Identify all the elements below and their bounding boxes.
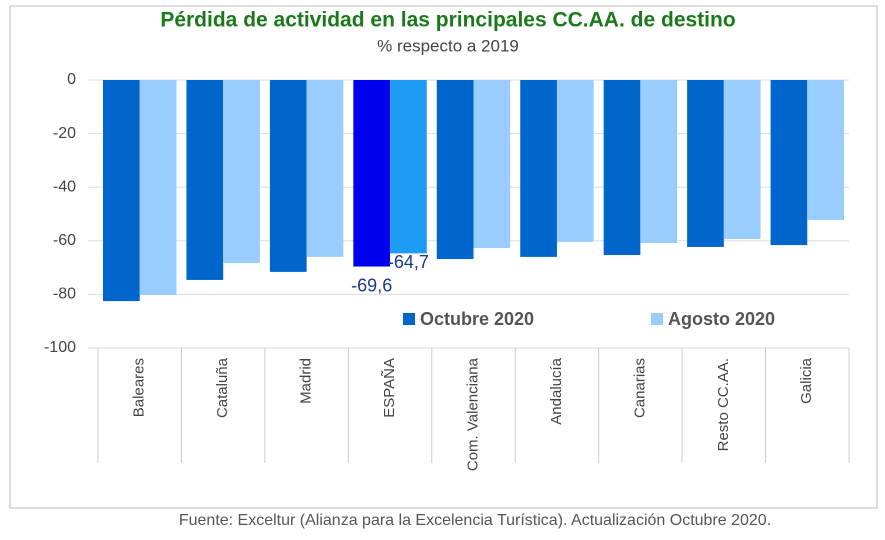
bar — [103, 80, 140, 302]
frame — [9, 5, 878, 509]
value-label: -69,6 — [351, 275, 392, 295]
bar — [807, 80, 844, 220]
chart-subtitle: % respecto a 2019 — [377, 36, 519, 55]
legend-swatch — [651, 313, 663, 325]
bar — [687, 80, 724, 247]
bar — [770, 80, 808, 246]
x-tick-label: Resto CC.AA. — [715, 358, 732, 451]
bar — [269, 80, 307, 272]
bar — [723, 80, 761, 239]
bar — [473, 80, 511, 249]
x-tick-label: Cataluña — [214, 357, 231, 418]
x-tick-label: Madrid — [298, 358, 315, 404]
y-tick-label: 0 — [67, 71, 76, 88]
bar — [139, 80, 177, 295]
y-tick-label: -60 — [53, 232, 76, 249]
value-label: -64,7 — [388, 252, 429, 272]
x-tick-label: Baleares — [131, 358, 148, 417]
bar — [186, 80, 224, 280]
chart-title: Pérdida de actividad en las principales … — [160, 9, 735, 32]
y-tick-label: -20 — [53, 125, 76, 142]
x-tick-label: Andalucía — [548, 357, 565, 424]
y-tick-label: -100 — [44, 339, 76, 356]
legend-swatch — [403, 313, 415, 325]
source: Fuente: Exceltur (Alianza para la Excele… — [179, 512, 771, 529]
bar — [436, 80, 474, 260]
bar — [353, 80, 391, 267]
y-tick-label: -80 — [53, 286, 76, 303]
x-tick-label: ESPAÑA — [381, 358, 398, 418]
legend-label: Octubre 2020 — [420, 309, 534, 329]
bar — [223, 80, 260, 264]
bar — [640, 80, 678, 243]
y-tick-label: -40 — [53, 178, 76, 195]
x-tick-label: Canarias — [631, 358, 648, 418]
legend-label: Agosto 2020 — [668, 309, 775, 329]
bar — [390, 80, 427, 254]
bar — [306, 80, 344, 257]
x-tick-label: Galicia — [798, 357, 815, 404]
x-tick-label: Com. Valenciana — [464, 357, 481, 471]
bar — [520, 80, 557, 257]
bar — [556, 80, 594, 242]
bar — [603, 80, 641, 256]
